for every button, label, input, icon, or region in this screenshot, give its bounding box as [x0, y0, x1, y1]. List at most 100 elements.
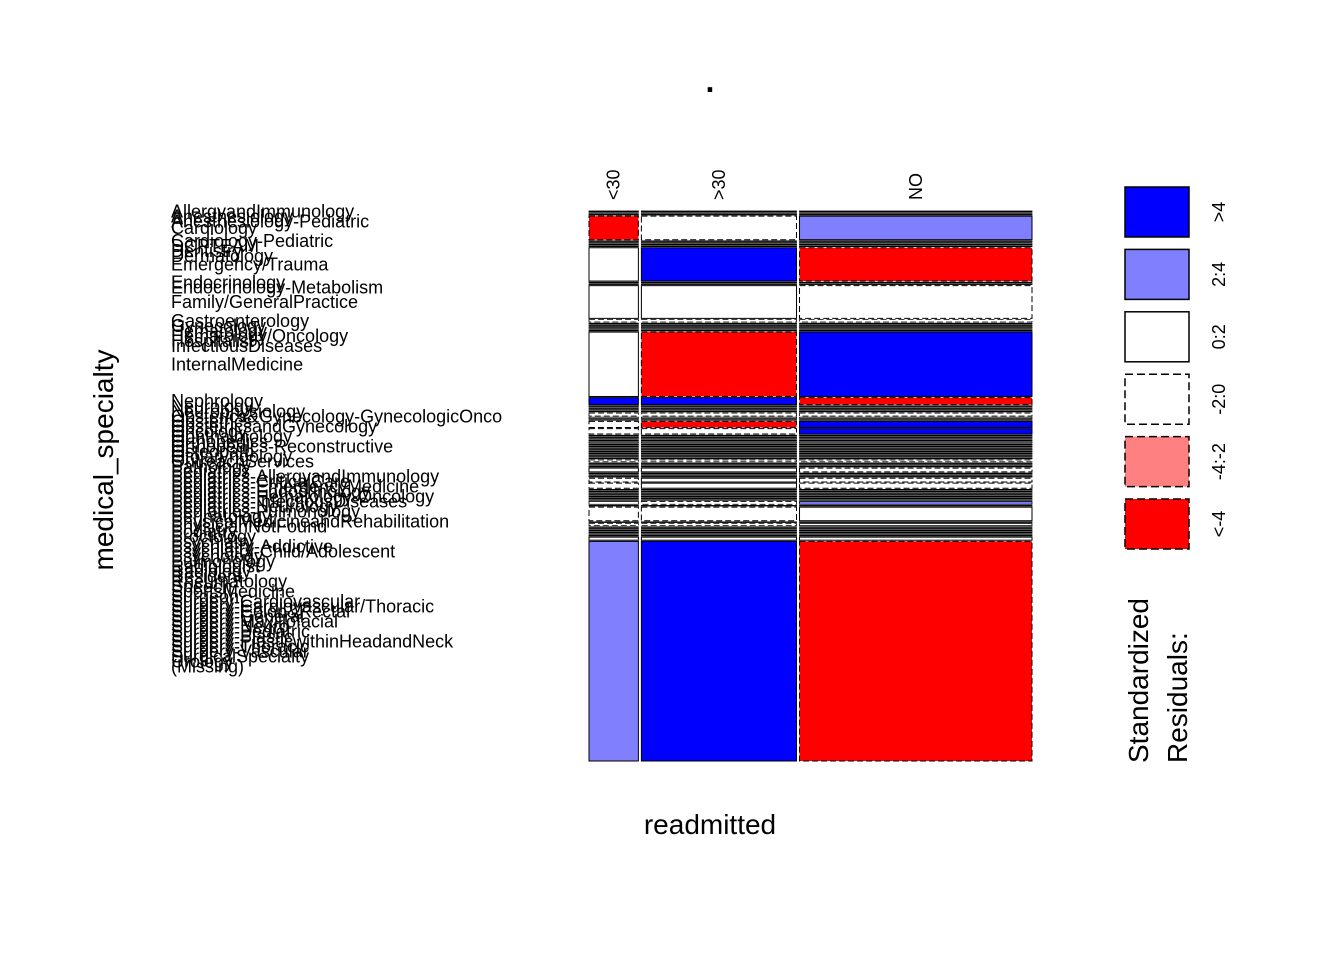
row-label-ophthalmology: Ophthalmology — [171, 426, 292, 446]
legend-label-4: -2:0 — [1209, 384, 1229, 415]
tile-outreachservices-30 — [588, 438, 639, 440]
row-label-pediatrics: Pediatrics — [171, 461, 250, 481]
tile-radiologist-no — [799, 482, 1033, 489]
tile-surgery-vascular-no — [799, 533, 1033, 535]
tile-dcpteam-30 — [588, 242, 639, 244]
tile-pediatrics-infectiousdiseases-30 — [588, 452, 639, 455]
tile-hospitalist-30 — [588, 328, 639, 330]
tile-psychiatry-addictive-30 — [588, 472, 639, 475]
tile-urology-no — [799, 536, 1033, 541]
tile-family-generalpractice-30 — [640, 285, 798, 319]
tile-internalmedicine-30 — [640, 331, 798, 397]
tile-anesthesiology-pediatric-no — [799, 214, 1033, 216]
legend-swatch-2 — [1124, 248, 1190, 301]
tile-dcpteam-no — [799, 242, 1033, 244]
tile-surgery-neuro-no — [799, 523, 1033, 527]
row-label-surgery-colon-rectal: Surgery-Colon&Rectal — [171, 601, 350, 621]
tile-dentistry-30 — [640, 243, 797, 246]
tile-gastroenterology-30 — [588, 319, 639, 323]
row-label-allergyandimmunology: AllergyandImmunology — [171, 201, 354, 221]
tile-endocrinology-metabolism-no — [799, 283, 1033, 285]
column-labels: <30 >30 NO — [604, 169, 926, 200]
tile-pediatrics-criticalcare-30 — [640, 445, 797, 448]
tile-surgery-thoracic-30 — [588, 531, 639, 533]
tile-physiciannotfound-30 — [640, 462, 797, 464]
tile-radiologist-30 — [588, 482, 639, 489]
column-label-2: >30 — [709, 169, 729, 200]
tile-pulmonology-30 — [588, 477, 639, 483]
row-label-surgery-plastic: Surgery-Plastic — [171, 626, 293, 646]
column-label-3: NO — [906, 173, 926, 200]
tile-proctology-30 — [588, 465, 639, 468]
tile-emergency-trauma-30 — [588, 247, 639, 282]
row-label-pediatrics-pulmonology: Pediatrics-Pulmonology — [171, 501, 360, 521]
tile-orthopedics-30 — [588, 420, 639, 428]
y-axis-title: medical_specialty — [88, 350, 119, 571]
tile-pediatrics-pulmonology-no — [799, 456, 1033, 458]
tile-infectiousdiseases-30 — [640, 329, 797, 332]
tile-missing-30 — [640, 540, 798, 762]
tile-psychology-30 — [640, 476, 797, 478]
tile-obstetrics-no — [799, 410, 1033, 413]
tile-orthopedics-30 — [640, 420, 798, 428]
tile-resident-30 — [640, 490, 797, 493]
row-label-surgery-pediatric: Surgery-Pediatric — [171, 621, 310, 641]
tile-rheumatology-30 — [640, 492, 797, 494]
tile-pathology-no — [799, 439, 1033, 442]
tile-radiology-no — [799, 488, 1033, 491]
row-label-anesthesiology: Anesthesiology — [171, 206, 293, 226]
tile-radiologist-30 — [640, 482, 798, 489]
tile-psychiatry-30 — [640, 467, 798, 473]
tile-rheumatology-no — [799, 492, 1033, 494]
tile-speech-30 — [640, 494, 797, 496]
tile-allergyandimmunology-30 — [588, 210, 639, 213]
tile-hematology-oncology-no — [799, 326, 1033, 328]
tile-oncology-30 — [588, 416, 639, 419]
row-label-pathology: Pathology — [171, 456, 251, 476]
tile-surgery-thoracic-no — [799, 531, 1033, 533]
legend-title-line-1: Standardized — [1123, 598, 1154, 763]
row-label-radiology: Radiology — [171, 561, 251, 581]
tile-urology-30 — [640, 536, 798, 541]
tile-surgicalspecialty-30 — [640, 535, 797, 537]
tile-outreachservices-no — [799, 438, 1033, 440]
tile-speech-30 — [588, 494, 639, 496]
tile-proctology-no — [799, 465, 1033, 468]
row-label-orthopedics: Orthopedics — [171, 431, 268, 451]
row-label-emergency-trauma: Emergency/Trauma — [171, 254, 329, 274]
tile-dermatology-no — [799, 245, 1033, 248]
tile-gastroenterology-30 — [640, 319, 797, 323]
tile-neurophysiology-30 — [588, 407, 639, 409]
row-label-hematology-oncology: Hematology/Oncology — [171, 326, 348, 346]
row-label-oncology: Oncology — [171, 421, 247, 441]
tile-physiciannotfound-no — [799, 462, 1033, 464]
tile-physicalmedicineandrehabilitation-30 — [640, 459, 797, 463]
row-label-obstetrics: Obstetrics — [171, 411, 252, 431]
tile-hematology-no — [799, 324, 1033, 326]
tile-gastroenterology-no — [799, 319, 1033, 323]
row-label-surgery-plasticwithinheadandneck: Surgery-PlasticwithinHeadandNeck — [171, 631, 454, 651]
tile-pediatrics-hematology-oncology-no — [799, 450, 1033, 453]
tile-surgeon-30 — [640, 497, 797, 499]
x-axis-title: readmitted — [644, 809, 776, 840]
tile-surgery-cardiovascular-30 — [588, 499, 639, 501]
row-label-psychiatry-child-adolescent: Psychiatry-Child/Adolescent — [171, 541, 395, 561]
tile-surgery-neuro-30 — [640, 523, 797, 527]
tile-oncology-no — [799, 416, 1033, 419]
row-label-psychology: Psychology — [171, 546, 263, 566]
tile-urology-30 — [588, 536, 639, 541]
tile-obstetrics-30 — [588, 410, 639, 413]
legend-swatch-3 — [1124, 311, 1190, 363]
tile-pediatrics-criticalcare-30 — [588, 445, 639, 448]
tile-osteopath-no — [799, 434, 1033, 437]
tile-hematology-oncology-30 — [588, 326, 639, 328]
tile-hematology-30 — [588, 324, 639, 326]
tile-psychiatry-child-adolescent-30 — [640, 474, 797, 476]
tile-neurology-no — [799, 405, 1033, 408]
row-label-endocrinology-metabolism: Endocrinology-Metabolism — [171, 278, 383, 298]
tile-surgery-maxillofacial-30 — [588, 521, 639, 523]
tile-pediatrics-criticalcare-no — [799, 445, 1033, 448]
row-label-radiologist: Radiologist — [171, 556, 260, 576]
tile-endocrinology-30 — [640, 281, 797, 284]
column-label-1: <30 — [604, 169, 624, 200]
